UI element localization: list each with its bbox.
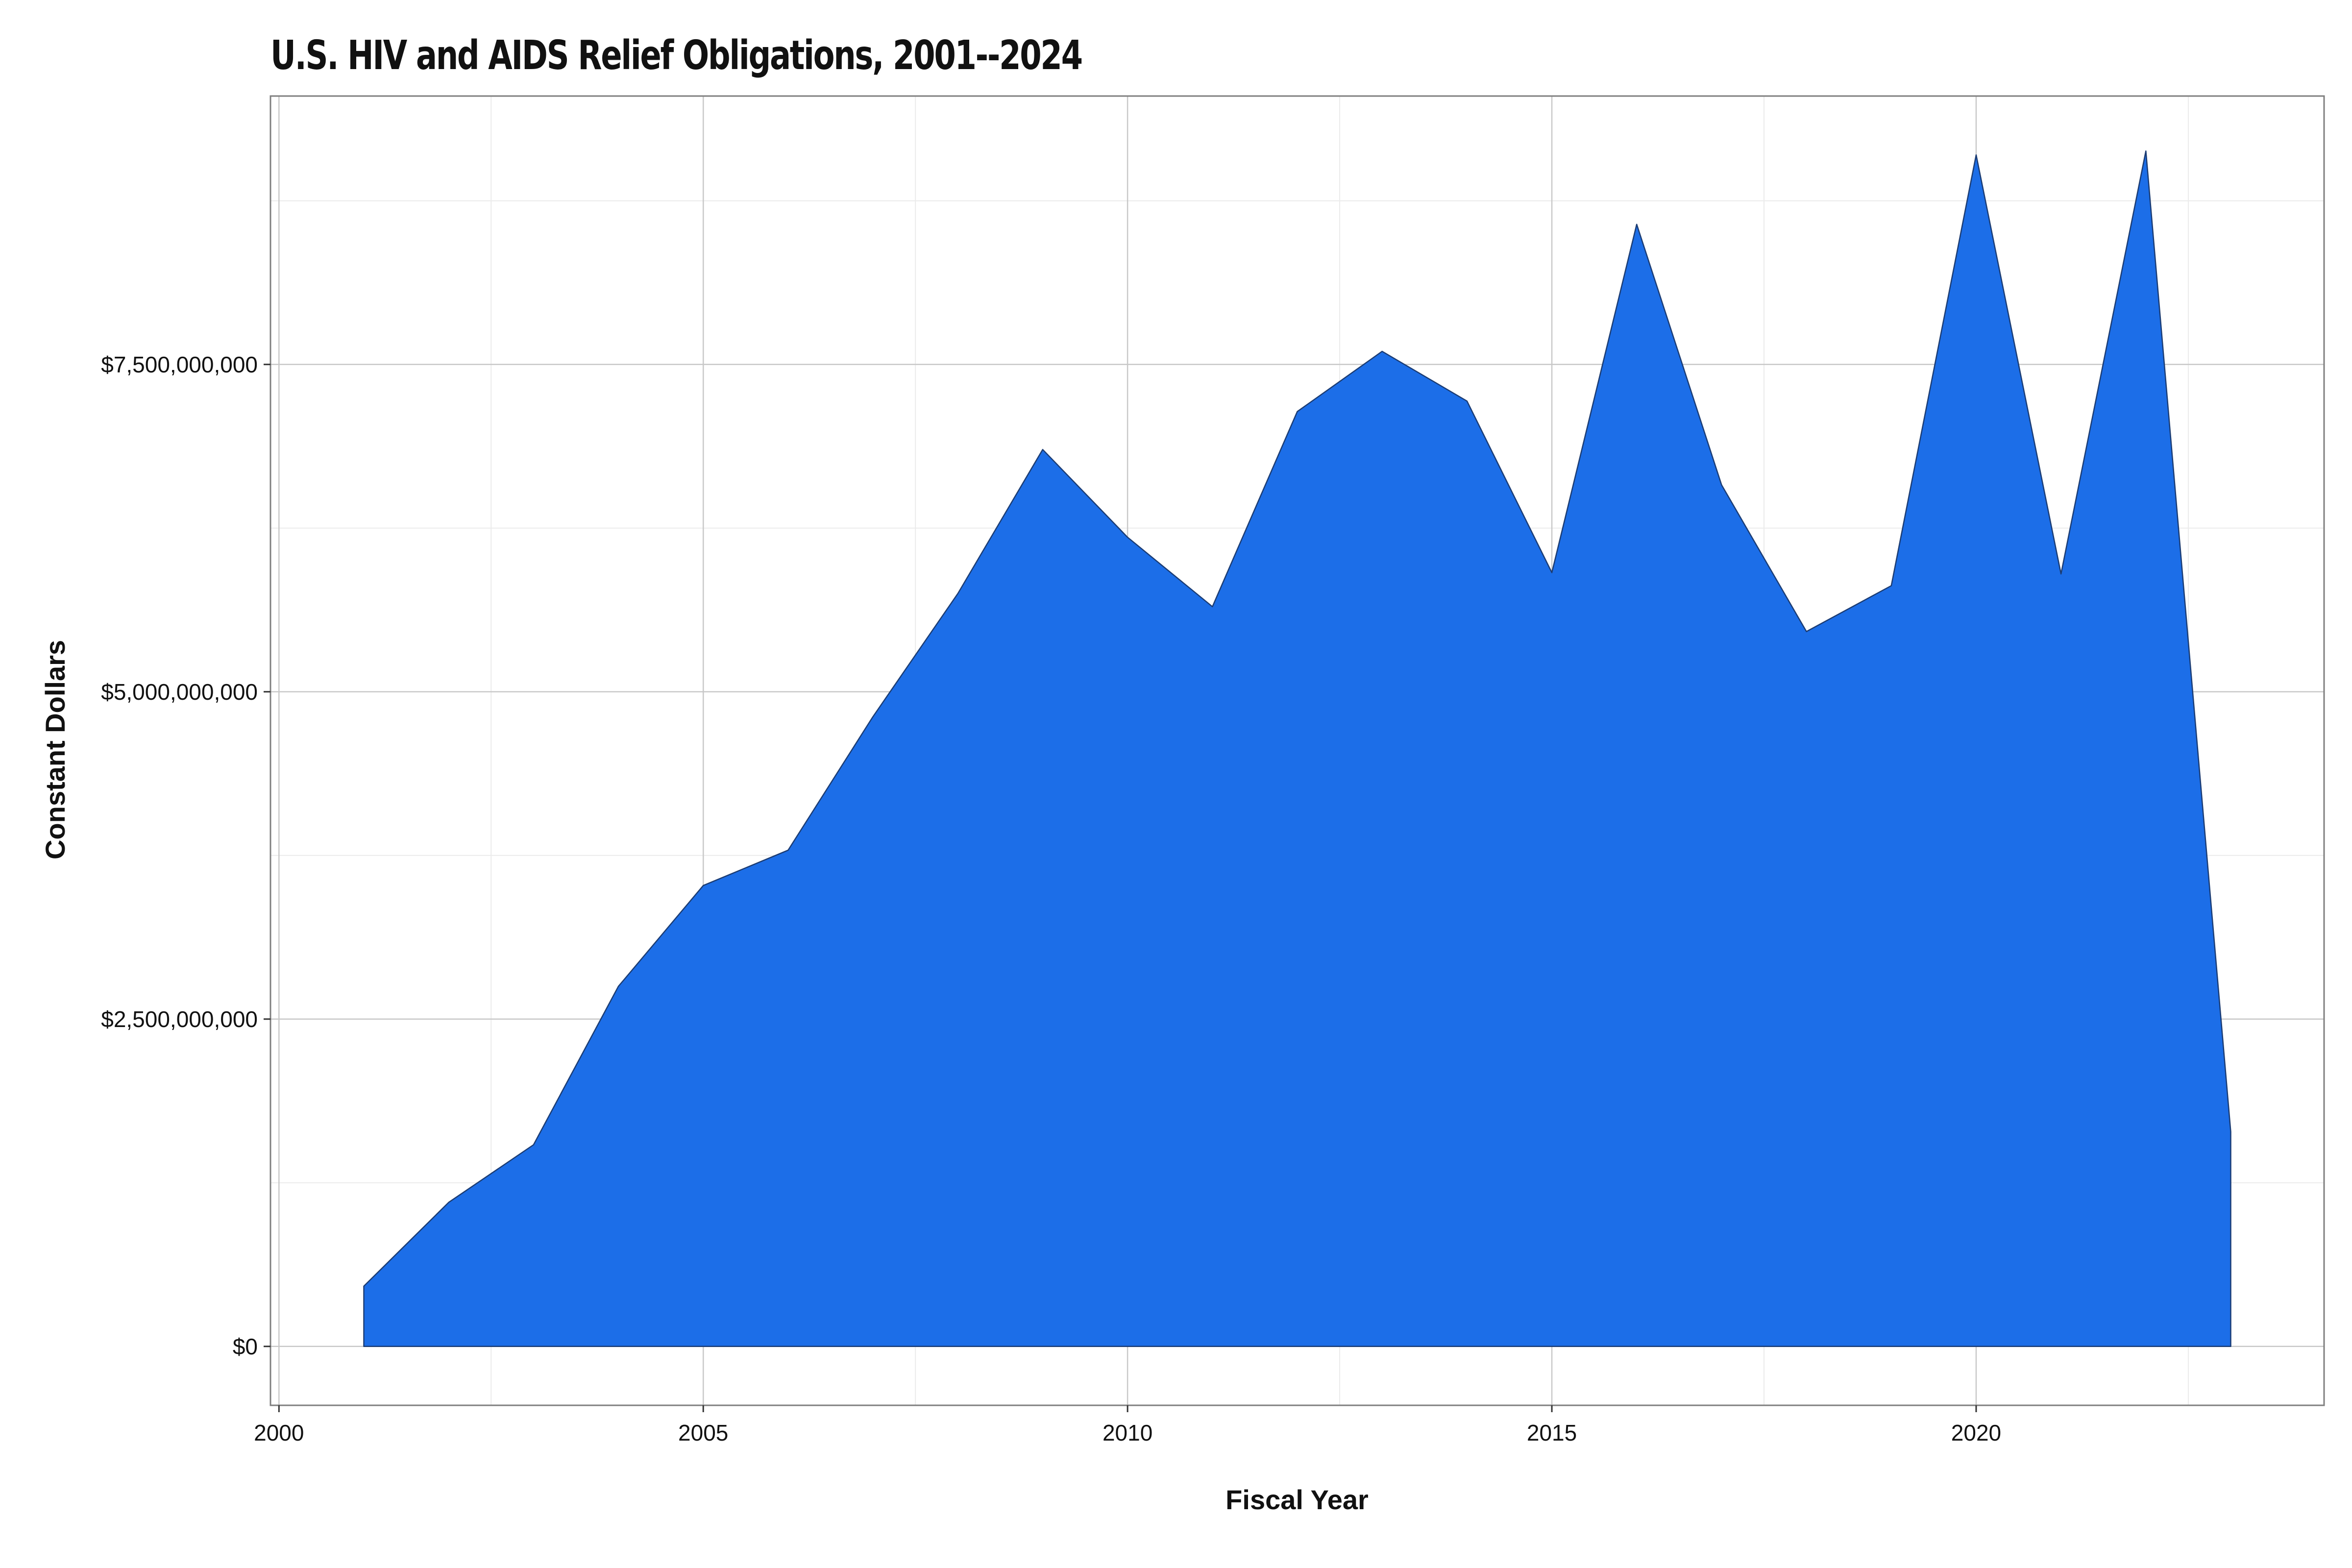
y-axis-title: Constant Dollars (40, 640, 71, 859)
x-tick-label: 2005 (678, 1420, 728, 1446)
y-tick-label: $0 (233, 1334, 258, 1359)
plot-frame (270, 95, 2325, 1406)
y-tick-label: $2,500,000,000 (101, 1006, 258, 1032)
x-axis-title: Fiscal Year (1225, 1484, 1369, 1515)
x-tick-label: 2020 (1951, 1420, 2001, 1446)
area-series (363, 150, 2231, 1348)
x-tick-label: 2000 (254, 1420, 304, 1446)
x-tick-label: 2010 (1102, 1420, 1152, 1446)
y-tick-label: $7,500,000,000 (101, 352, 258, 377)
x-tick-label: 2015 (1527, 1420, 1577, 1446)
y-tick-label: $5,000,000,000 (101, 679, 258, 705)
chart-title: U.S. HIV and AIDS Relief Obligations, 20… (270, 32, 1083, 79)
axis-ticks: 2000 2005 2010 2015 2020 $0 $2,500,000,000 $5,0… (101, 352, 2001, 1446)
area-fill (363, 150, 2231, 1348)
